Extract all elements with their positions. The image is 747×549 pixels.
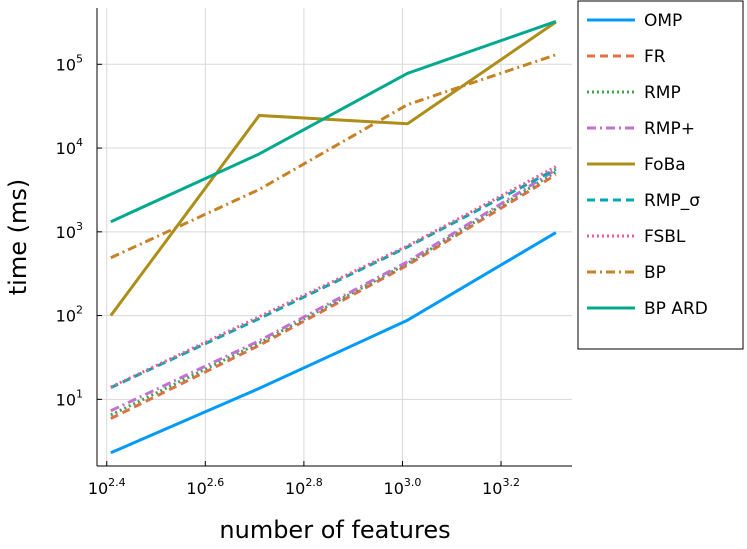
x-tick-label: 103.2 bbox=[482, 476, 520, 498]
legend-box bbox=[577, 0, 744, 350]
tick-base: 10 bbox=[482, 479, 502, 498]
tick-base: 10 bbox=[56, 307, 76, 326]
tick-exponent: 3.0 bbox=[404, 476, 422, 489]
series-line bbox=[110, 20, 557, 224]
y-tick-label: 105 bbox=[56, 52, 83, 74]
x-tick-label: 102.4 bbox=[88, 476, 126, 498]
series-line bbox=[110, 170, 557, 417]
tick-base: 10 bbox=[88, 479, 108, 498]
series-line bbox=[110, 53, 557, 260]
tick-base: 10 bbox=[186, 479, 206, 498]
legend-label: FoBa bbox=[644, 155, 686, 175]
tick-base: 10 bbox=[56, 55, 76, 74]
x-tick-label: 103.0 bbox=[384, 476, 422, 498]
tick-exponent: 1 bbox=[76, 387, 83, 400]
tick-exponent: 3 bbox=[76, 220, 83, 233]
y-tick-label: 102 bbox=[56, 304, 83, 326]
tick-exponent: 2.8 bbox=[305, 476, 323, 489]
legend-label: RMP+ bbox=[644, 119, 695, 139]
tick-exponent: 2.6 bbox=[207, 476, 225, 489]
tick-exponent: 5 bbox=[76, 52, 83, 65]
x-tick-label: 102.8 bbox=[285, 476, 323, 498]
series-line bbox=[110, 231, 557, 455]
tick-exponent: 4 bbox=[76, 136, 83, 149]
y-tick-label: 104 bbox=[56, 136, 83, 158]
legend-label: RMP_σ bbox=[644, 191, 700, 211]
tick-exponent: 3.2 bbox=[502, 476, 519, 489]
legend-label: OMP bbox=[644, 11, 682, 31]
tick-base: 10 bbox=[56, 390, 76, 409]
tick-base: 10 bbox=[285, 479, 305, 498]
tick-exponent: 2 bbox=[76, 304, 83, 317]
legend-label: BP ARD bbox=[644, 299, 708, 319]
y-axis-label: time (ms) bbox=[4, 179, 32, 295]
legend-label: FR bbox=[644, 47, 666, 67]
y-tick-label: 101 bbox=[56, 387, 83, 409]
series-line bbox=[110, 168, 557, 413]
x-tick-label: 102.6 bbox=[186, 476, 224, 498]
legend-label: FSBL bbox=[644, 227, 686, 247]
tick-base: 10 bbox=[384, 479, 404, 498]
legend-label: RMP bbox=[644, 83, 681, 103]
series-line bbox=[110, 173, 557, 420]
tick-exponent: 2.4 bbox=[108, 476, 126, 489]
tick-base: 10 bbox=[56, 139, 76, 158]
series-line bbox=[110, 165, 557, 389]
legend-label: BP bbox=[644, 263, 666, 283]
y-tick-label: 103 bbox=[56, 220, 83, 242]
tick-base: 10 bbox=[56, 223, 76, 242]
series-line bbox=[109, 20, 557, 317]
x-axis-label: number of features bbox=[219, 516, 450, 544]
